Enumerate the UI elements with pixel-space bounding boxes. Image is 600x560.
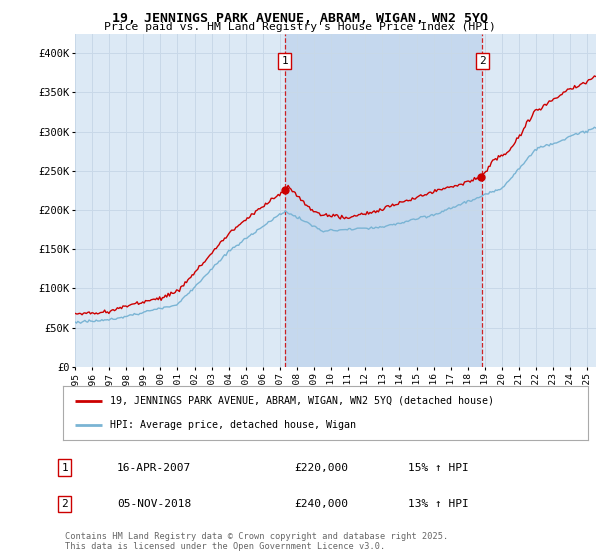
Text: 15% ↑ HPI: 15% ↑ HPI (408, 463, 469, 473)
Text: Contains HM Land Registry data © Crown copyright and database right 2025.
This d: Contains HM Land Registry data © Crown c… (65, 532, 448, 552)
Text: £220,000: £220,000 (294, 463, 348, 473)
Text: 13% ↑ HPI: 13% ↑ HPI (408, 499, 469, 509)
Text: 19, JENNINGS PARK AVENUE, ABRAM, WIGAN, WN2 5YQ (detached house): 19, JENNINGS PARK AVENUE, ABRAM, WIGAN, … (110, 396, 494, 406)
Text: HPI: Average price, detached house, Wigan: HPI: Average price, detached house, Wiga… (110, 420, 356, 430)
Text: £240,000: £240,000 (294, 499, 348, 509)
Text: 1: 1 (61, 463, 68, 473)
Bar (284, 34, 482, 367)
Text: 2: 2 (61, 499, 68, 509)
Text: 16-APR-2007: 16-APR-2007 (117, 463, 191, 473)
Text: Price paid vs. HM Land Registry's House Price Index (HPI): Price paid vs. HM Land Registry's House … (104, 22, 496, 32)
Text: 1: 1 (281, 56, 288, 66)
Text: 05-NOV-2018: 05-NOV-2018 (117, 499, 191, 509)
Text: 2: 2 (479, 56, 485, 66)
Text: 19, JENNINGS PARK AVENUE, ABRAM, WIGAN, WN2 5YQ: 19, JENNINGS PARK AVENUE, ABRAM, WIGAN, … (112, 12, 488, 25)
